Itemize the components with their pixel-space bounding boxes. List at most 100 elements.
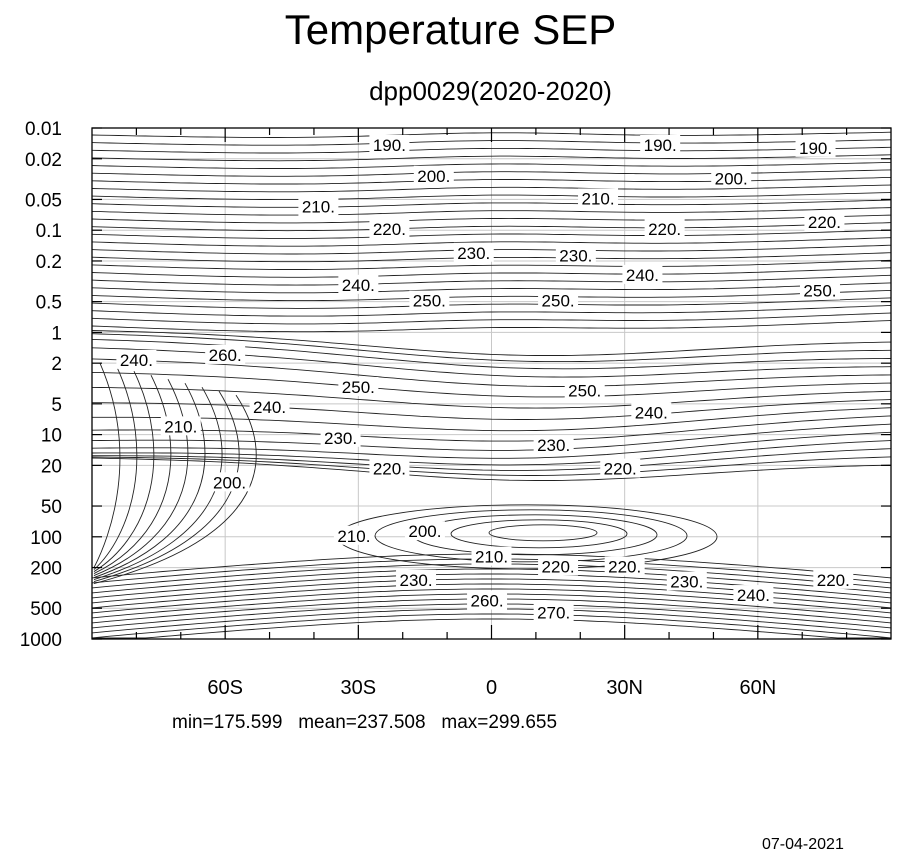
- y-tick-label: 50: [41, 497, 62, 518]
- contour-line: [93, 378, 189, 576]
- contour-line: [91, 333, 892, 363]
- chart-title: Temperature SEP: [284, 6, 617, 53]
- contour-label: 240.: [626, 266, 659, 285]
- contour-line: [91, 330, 892, 356]
- contour-label-bg: [467, 590, 508, 610]
- contour-line: [91, 386, 892, 409]
- contour-line: [91, 415, 892, 442]
- contour-line: [91, 146, 892, 154]
- contour-label: 260.: [471, 592, 504, 611]
- x-tick-label: 60N: [739, 677, 776, 699]
- contour-label: 240.: [342, 276, 375, 295]
- contour-line: [91, 371, 892, 398]
- contour-label: 200.: [408, 522, 441, 541]
- contour-line: [91, 440, 892, 466]
- contour-label: 250.: [413, 292, 446, 311]
- contour-label: 220.: [608, 558, 641, 577]
- contour-label-bg: [538, 290, 579, 310]
- contour-label: 220.: [648, 220, 681, 239]
- contour-label-bg: [369, 134, 410, 154]
- contour-line: [91, 457, 892, 481]
- y-tick-label: 10: [41, 426, 62, 447]
- contour-line: [93, 382, 206, 578]
- y-tick-label: 1: [51, 323, 62, 344]
- contour-label: 230.: [559, 246, 592, 265]
- contour-label-bg: [600, 458, 641, 478]
- contour-line: [93, 366, 138, 570]
- contour-line: [92, 448, 892, 471]
- contour-line: [91, 237, 892, 247]
- contour-label-bg: [631, 402, 672, 422]
- contour-label-bg: [160, 416, 201, 436]
- contour-line: [91, 229, 892, 239]
- contour-line: [91, 274, 892, 286]
- contour-label-bg: [564, 380, 605, 400]
- contour-label: 200.: [213, 473, 246, 492]
- contour-label-bg: [116, 349, 157, 369]
- contour-line: [92, 407, 892, 432]
- contour-label-bg: [644, 219, 685, 239]
- x-tick-label: 0: [486, 677, 497, 699]
- contour-label: 240.: [737, 586, 770, 605]
- y-tick-label: 0.05: [25, 190, 62, 211]
- contour-label-bg: [369, 219, 410, 239]
- contour-label-bg: [205, 344, 246, 364]
- contour-label-bg: [298, 196, 339, 216]
- contour-label-bg: [413, 165, 454, 185]
- contour-label: 210.: [302, 198, 335, 217]
- contour-label: 190.: [799, 139, 832, 158]
- contour-label: 240.: [635, 403, 668, 422]
- contour-line: [91, 214, 892, 224]
- contour-line: [91, 154, 892, 162]
- contour-label: 200.: [715, 170, 748, 189]
- contour-label-bg: [538, 556, 579, 576]
- contour-label-bg: [666, 571, 707, 591]
- contour-label: 230.: [537, 436, 570, 455]
- contour-line: [91, 431, 892, 459]
- contour-lines: [91, 131, 892, 639]
- contour-label: 260.: [209, 346, 242, 365]
- contour-line: [91, 207, 892, 216]
- contour-line: [91, 199, 892, 208]
- contour-label-bg: [604, 556, 645, 576]
- contour-line: [93, 386, 223, 580]
- y-axis-ticks: 0.01 0.02 0.05 0.1 0.2 0.5 1 2 5 10 20 50 100 200 500 1…: [20, 119, 891, 651]
- contour-label-bg: [333, 525, 374, 545]
- contour-label: 270.: [537, 603, 570, 622]
- contour-label-bg: [711, 168, 752, 188]
- y-tick-label: 1000: [20, 630, 62, 651]
- contour-line: [91, 312, 892, 325]
- contour-label: 220.: [542, 558, 575, 577]
- contour-line: [91, 222, 892, 232]
- contour-label: 220.: [808, 213, 841, 232]
- contour-line: [91, 259, 892, 270]
- contour-label: 250.: [568, 382, 601, 401]
- contour-label-bg: [396, 569, 437, 589]
- contour-line: [91, 282, 892, 294]
- y-tick-label: 0.1: [36, 221, 62, 242]
- contour-label: 250.: [342, 378, 375, 397]
- x-axis-ticks: 60S 30S 0 30N 60N: [135, 128, 848, 699]
- contour-line: [91, 169, 892, 177]
- plot-date: 07-04-2021: [762, 836, 844, 853]
- contour-line: [91, 304, 892, 317]
- contour-label-bg: [453, 242, 494, 262]
- contour-label-bg: [813, 569, 854, 589]
- contour-line: [91, 161, 892, 169]
- contour-line: [412, 514, 658, 556]
- contour-line: [93, 394, 257, 584]
- contour-label-bg: [799, 280, 840, 300]
- contour-line: [91, 184, 892, 193]
- contour-label: 240.: [253, 398, 286, 417]
- contour-label-bg: [209, 472, 250, 492]
- contour-label-bg: [404, 521, 445, 541]
- contour-label-bg: [409, 290, 450, 310]
- contour-label: 230.: [324, 429, 357, 448]
- contour-label: 220.: [373, 220, 406, 239]
- contour-label: 210.: [475, 548, 508, 567]
- x-tick-label: 30N: [606, 677, 643, 699]
- contour-line: [91, 320, 892, 333]
- contour-label: 200.: [417, 167, 450, 186]
- contour-label-bg: [249, 397, 290, 417]
- x-tick-label: 60S: [207, 677, 243, 699]
